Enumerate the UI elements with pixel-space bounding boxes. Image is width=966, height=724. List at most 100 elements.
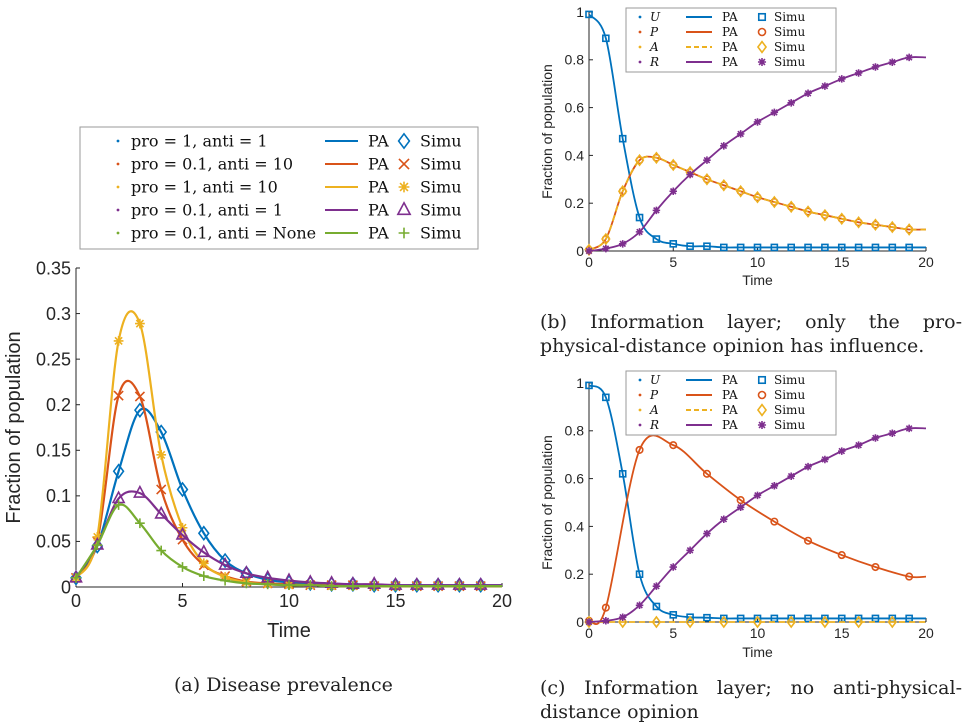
data-point [241,578,252,589]
data-point [821,82,829,90]
data-point [804,614,812,623]
data-point [198,558,209,569]
data-point [887,220,898,234]
data-point [92,540,103,550]
data-point [135,318,145,329]
data-point [617,184,628,198]
x-tick-label: 0 [585,254,593,270]
data-point [686,242,694,251]
legend-dot [116,139,120,143]
data-point [853,215,864,229]
legend-dot [116,231,120,235]
data-point [736,496,745,505]
data-point [652,235,661,243]
data-point [669,240,678,248]
legend-entry-label: R [649,55,659,69]
legend-dot [638,378,642,382]
data-point [618,134,627,143]
data-point [703,242,711,251]
data-point [133,484,147,498]
x-tick-label: 15 [834,254,850,270]
legend-dot [116,162,120,166]
series-line-u [588,384,926,620]
data-point [871,562,880,572]
data-point [113,390,124,401]
data-point [870,218,881,232]
data-point [411,581,422,591]
data-point [719,243,728,252]
legend-marker [757,57,767,67]
data-point [821,455,829,464]
legend-dot [116,208,120,212]
legend-simu-label: Simu [420,178,462,197]
legend-marker [397,132,411,150]
legend-pa-label: PA [368,201,389,220]
data-point [770,482,779,490]
data-point [454,581,465,591]
legend-pa-label: PA [368,224,389,243]
x-tick-label: 5 [669,625,677,641]
y-tick-label: 0.15 [36,441,71,461]
x-axis-label: Time [742,644,773,660]
data-point [634,153,645,167]
y-tick-label: 0.2 [565,195,585,211]
data-point [753,118,762,126]
y-axis-label: Fraction of population [539,64,555,199]
legend-box [79,126,479,250]
legend-simu-label: Simu [774,40,805,54]
legend-simu-label: Simu [774,418,805,432]
data-point [219,552,231,569]
legend-simu-label: Simu [774,55,805,69]
x-axis-label: Time [267,620,311,642]
data-point [720,142,728,150]
y-tick-label: 0.35 [36,258,71,278]
legend-entry-label: U [650,373,661,387]
data-point [601,232,611,246]
series-line-pro-0-1-anti-1 [75,490,502,587]
legend-pa-label: PA [722,25,738,39]
data-point [854,243,863,252]
data-point [888,243,897,252]
y-tick-label: 0 [576,243,584,259]
x-tick-label: 10 [750,625,766,641]
legend-entry-label: pro = 0.1, anti = 10 [131,155,293,174]
legend-entry-label: P [649,388,659,402]
data-point [635,601,644,610]
legend-pa-label: PA [722,55,738,69]
data-point [113,500,124,510]
legend-pa-label: PA [722,418,738,432]
data-point [770,108,779,117]
legend-marker [756,403,768,417]
legend-dot [116,185,120,189]
y-tick-label: 0.3 [46,304,71,324]
legend-marker [757,375,767,385]
legend-pa-label: PA [722,40,738,54]
legend-box [625,370,837,436]
data-point [585,247,593,255]
data-point [752,615,763,629]
data-point [585,381,593,390]
data-point [635,570,644,579]
data-point [369,581,380,591]
data-point [703,529,711,538]
data-point [218,556,232,570]
y-tick-label: 0.6 [565,100,585,116]
data-point [888,429,897,437]
y-axis-label: Fraction of population [3,331,25,523]
y-tick-label: 1 [576,375,584,391]
data-point [635,228,644,236]
data-point [618,613,627,621]
legend-simu-label: Simu [774,25,805,39]
data-point [702,469,712,478]
legend-dot [638,60,642,64]
legend-pa-label: PA [722,388,738,402]
data-point [198,571,209,581]
data-point [703,613,711,622]
data-point [736,243,745,252]
data-point [433,581,443,591]
data-point [262,579,273,590]
data-point [804,462,812,471]
legend-entry-label: pro = 1, anti = 10 [131,178,278,197]
data-point [635,213,644,222]
data-point [905,572,914,581]
